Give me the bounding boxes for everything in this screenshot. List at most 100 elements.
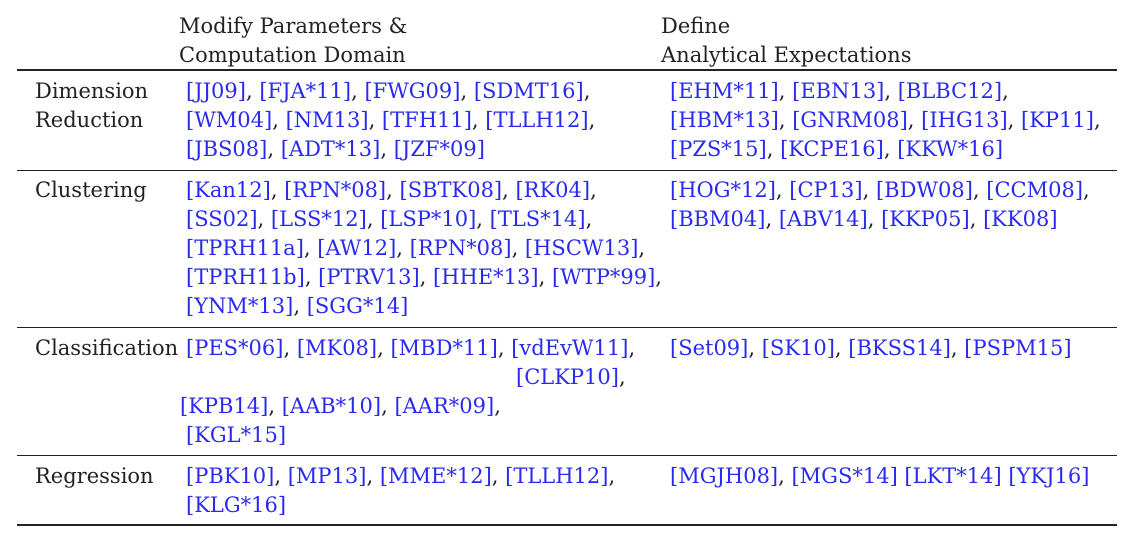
citation-link[interactable]: [IHG13]	[921, 108, 1008, 132]
citation-link[interactable]: [LSS*12]	[270, 207, 367, 231]
bottom-rule	[17, 524, 1117, 526]
citation-link[interactable]: [FJA*11]	[259, 79, 352, 103]
citation-link[interactable]: [GNRM08]	[792, 108, 908, 132]
separator: ,	[366, 464, 380, 488]
citation-link[interactable]: [KKW*16]	[897, 137, 1004, 161]
separator: ,	[765, 207, 779, 231]
category-line: Classification	[35, 336, 179, 360]
citation-link[interactable]: [MK08]	[296, 336, 378, 360]
citation-link[interactable]: [ABV14]	[778, 207, 868, 231]
citation-link[interactable]: [MP13]	[287, 464, 367, 488]
citation-link[interactable]: [BKSS14]	[848, 336, 951, 360]
citation-link[interactable]: [SDMT16]	[473, 79, 584, 103]
column-header-line: Computation Domain	[179, 43, 406, 67]
citation-link[interactable]: [SGG*14]	[306, 294, 409, 318]
citation-link[interactable]: [JBS08]	[186, 137, 268, 161]
citation-link[interactable]: [TLLH12]	[505, 464, 609, 488]
citation-link[interactable]: [KP11]	[1021, 108, 1094, 132]
column-header-define-expectations: Define Analytical Expectations	[661, 12, 911, 70]
citation-link[interactable]: [SS02]	[186, 207, 258, 231]
citation-link[interactable]: [TLLH12]	[485, 108, 589, 132]
citation-link[interactable]: [PSPM15]	[964, 336, 1072, 360]
citation-link[interactable]: [PTRV13]	[318, 265, 420, 289]
citation-link[interactable]: [MGJH08]	[670, 464, 779, 488]
citation-link[interactable]: [JJ09]	[186, 79, 246, 103]
citation-link[interactable]: [NM13]	[285, 108, 369, 132]
citation-link[interactable]: [KKP05]	[881, 207, 970, 231]
header-rule	[17, 69, 1117, 71]
citation-link[interactable]: [Kan12]	[186, 178, 271, 202]
citation-link[interactable]: [MBD*11]	[390, 336, 498, 360]
citation-link[interactable]: [LSP*10]	[380, 207, 477, 231]
citation-link[interactable]: [AAR*09]	[394, 394, 495, 418]
reference-line: [JJ09], [FJA*11], [FWG09], [SDMT16],	[186, 77, 595, 106]
citation-link[interactable]: [CCM08]	[986, 178, 1084, 202]
citation-link[interactable]: [TPRH11b]	[186, 265, 305, 289]
citation-link[interactable]: [JZF*09]	[393, 137, 485, 161]
citation-link[interactable]: [CP13]	[789, 178, 863, 202]
citation-link[interactable]: [PBK10]	[186, 464, 275, 488]
reference-line: [CLKP10],	[186, 363, 635, 392]
citation-link[interactable]: [BLBC12]	[897, 79, 1003, 103]
citation-link[interactable]: [KPB14]	[180, 394, 269, 418]
row-1-col1-refs: [Kan12], [RPN*08], [SBTK08], [RK04], [SS…	[186, 176, 662, 321]
citation-link[interactable]: [SBTK08]	[399, 178, 503, 202]
citation-link[interactable]: [vdEvW11]	[511, 336, 629, 360]
row-0-col2-refs: [EHM*11], [EBN13], [BLBC12], [HBM*13], […	[670, 77, 1101, 164]
citation-link[interactable]: [MGS*14] [LKT*14] [YKJ16]	[791, 464, 1090, 488]
citation-link[interactable]: [RK04]	[515, 178, 591, 202]
citation-link[interactable]: [CLKP10]	[516, 365, 619, 389]
citation-link[interactable]: [EHM*11]	[670, 79, 779, 103]
citation-link[interactable]: [AAB*10]	[281, 394, 382, 418]
separator: ,	[303, 236, 318, 260]
citation-link[interactable]: [HHE*13]	[433, 265, 539, 289]
citation-link[interactable]: [BDW08]	[875, 178, 973, 202]
separator: ,	[1093, 108, 1101, 132]
citation-link[interactable]: [PES*06]	[186, 336, 284, 360]
reference-line: [KLG*16]	[186, 491, 615, 520]
citation-link[interactable]: [RPN*08]	[409, 236, 512, 260]
citation-link[interactable]: [BBM04]	[670, 207, 766, 231]
category-line: Dimension	[35, 79, 149, 103]
citation-link[interactable]: [PZS*15]	[670, 137, 767, 161]
citation-link[interactable]: [HSCW13]	[524, 236, 639, 260]
citation-link[interactable]: [TLS*14]	[489, 207, 586, 231]
separator: ,	[245, 79, 260, 103]
reference-line: [SS02], [LSS*12], [LSP*10], [TLS*14],	[186, 205, 662, 234]
citation-link[interactable]: [WM04]	[186, 108, 273, 132]
citation-link[interactable]: [RPN*08]	[284, 178, 387, 202]
row-category-classification: Classification	[35, 334, 178, 363]
separator: ,	[907, 108, 922, 132]
citation-link[interactable]: [WTP*99]	[551, 265, 656, 289]
separator: ,	[267, 137, 281, 161]
reference-line: [MGJH08], [MGS*14] [LKT*14] [YKJ16]	[670, 462, 1089, 491]
separator: ,	[538, 265, 552, 289]
citation-link[interactable]: [ADT*13]	[280, 137, 381, 161]
separator: ,	[381, 394, 395, 418]
citation-link[interactable]: [KCPE16]	[780, 137, 884, 161]
column-header-line: Modify Parameters &	[179, 14, 408, 38]
citation-link[interactable]: [HOG*12]	[670, 178, 776, 202]
separator: ,	[766, 137, 781, 161]
citation-link[interactable]: [MME*12]	[379, 464, 492, 488]
citation-link[interactable]: [TFH11]	[381, 108, 472, 132]
citation-link[interactable]: [KGL*15]	[186, 423, 287, 447]
separator: ,	[972, 178, 987, 202]
separator: ,	[304, 265, 319, 289]
citation-link[interactable]: [KLG*16]	[186, 493, 287, 517]
citation-link[interactable]: [TPRH11a]	[186, 236, 304, 260]
citation-link[interactable]: [EBN13]	[792, 79, 885, 103]
row-rule	[17, 327, 1117, 328]
separator: ,	[377, 336, 391, 360]
separator: ,	[396, 236, 410, 260]
separator: ,	[884, 79, 898, 103]
citation-link[interactable]: [YNM*13]	[186, 294, 294, 318]
separator: ,	[366, 207, 381, 231]
citation-link[interactable]: [FWG09]	[364, 79, 461, 103]
citation-link[interactable]: [HBM*13]	[670, 108, 779, 132]
citation-link[interactable]: [Set09]	[670, 336, 749, 360]
citation-link[interactable]: [SK10]	[761, 336, 835, 360]
citation-link[interactable]: [KK08]	[983, 207, 1058, 231]
citation-link[interactable]: [AW12]	[317, 236, 397, 260]
separator: ,	[638, 236, 646, 260]
